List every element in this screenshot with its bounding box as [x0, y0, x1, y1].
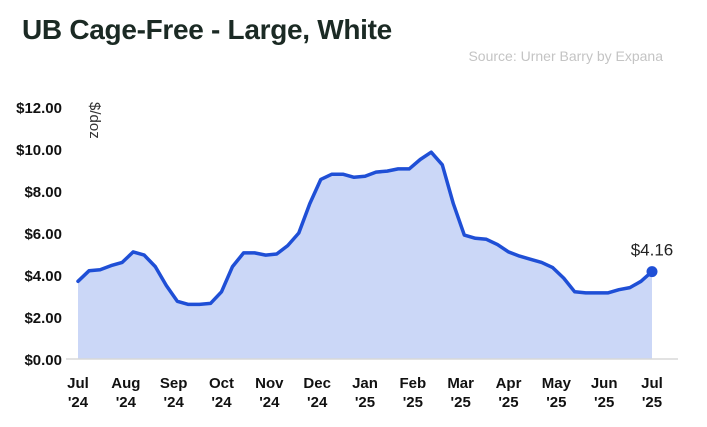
x-tick-month: Feb: [399, 375, 426, 392]
x-tick-year: '24: [164, 394, 185, 411]
x-tick-year: '25: [498, 394, 518, 411]
y-tick-label: $6.00: [24, 226, 62, 243]
x-tick-year: '24: [116, 394, 137, 411]
x-tick-year: '25: [403, 394, 423, 411]
y-tick-label: $10.00: [16, 142, 62, 159]
y-tick-label: $4.00: [24, 268, 62, 285]
x-tick-month: Jul: [641, 375, 663, 392]
y-tick-label: $0.00: [24, 352, 62, 369]
x-tick-month: Jul: [67, 375, 89, 392]
y-axis-label: $/doz: [86, 102, 103, 139]
x-tick-year: '25: [546, 394, 566, 411]
area-fill: [78, 152, 652, 359]
x-tick-year: '24: [211, 394, 232, 411]
y-tick-label: $8.00: [24, 184, 62, 201]
x-tick-month: Oct: [209, 375, 234, 392]
x-tick-month: Dec: [303, 375, 331, 392]
y-tick-label: $12.00: [16, 100, 62, 117]
y-tick-label: $2.00: [24, 310, 62, 327]
x-tick-month: Apr: [496, 375, 522, 392]
x-tick-month: Nov: [255, 375, 284, 392]
x-tick-month: Jan: [352, 375, 378, 392]
series-line: [76, 150, 654, 307]
x-tick-year: '25: [451, 394, 471, 411]
x-tick-year: '24: [259, 394, 280, 411]
x-tick-year: '25: [642, 394, 662, 411]
last-point-marker: [646, 266, 658, 278]
x-tick-year: '24: [68, 394, 89, 411]
x-tick-year: '25: [594, 394, 614, 411]
x-tick-month: Jun: [591, 375, 618, 392]
chart-title: UB Cage-Free - Large, White: [22, 14, 392, 45]
source-note: Source: Urner Barry by Expana: [468, 48, 663, 64]
x-tick-month: May: [542, 375, 572, 392]
x-tick-year: '25: [355, 394, 375, 411]
x-tick-month: Mar: [447, 375, 474, 392]
x-tick-month: Aug: [111, 375, 140, 392]
x-tick-year: '24: [307, 394, 328, 411]
last-value-label: $4.16: [631, 241, 674, 260]
x-tick-month: Sep: [160, 375, 188, 392]
